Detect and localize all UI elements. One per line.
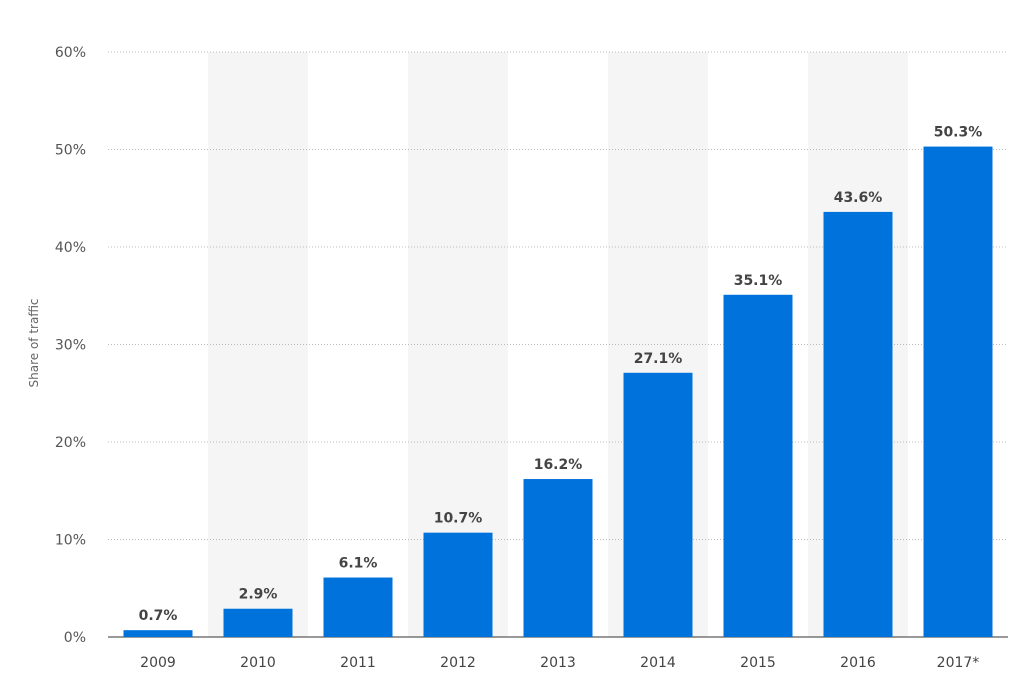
value-label: 0.7%	[139, 608, 178, 624]
bar	[323, 577, 393, 637]
value-label: 27.1%	[634, 351, 683, 367]
bar	[123, 630, 193, 637]
y-tick-label: 10%	[55, 533, 86, 549]
bar	[223, 608, 293, 637]
value-label: 43.6%	[834, 190, 883, 206]
x-tick-label: 2017*	[937, 655, 980, 671]
bar	[423, 532, 493, 637]
bar	[723, 294, 793, 637]
y-tick-label: 40%	[55, 240, 86, 256]
value-label: 2.9%	[239, 587, 278, 603]
x-tick-label: 2009	[140, 655, 176, 671]
y-tick-label: 60%	[55, 45, 86, 61]
y-tick-label: 30%	[55, 338, 86, 354]
bar	[823, 211, 893, 637]
x-tick-label: 2012	[440, 655, 476, 671]
x-tick-labels: 2009 2010 2011 2012 2013 2014 2015 2016 2017*	[140, 655, 979, 671]
x-tick-label: 2013	[540, 655, 576, 671]
value-label: 50.3%	[934, 125, 983, 141]
y-tick-label: 20%	[55, 435, 86, 451]
bars	[123, 146, 993, 637]
x-tick-label: 2010	[240, 655, 276, 671]
y-tick-labels: 0% 10% 20% 30% 40% 50% 60%	[55, 45, 86, 646]
x-tick-label: 2015	[740, 655, 776, 671]
y-tick-label: 0%	[64, 630, 86, 646]
bar	[623, 372, 693, 637]
x-tick-label: 2014	[640, 655, 676, 671]
y-tick-label: 50%	[55, 143, 86, 159]
bar	[523, 479, 593, 637]
x-tick-label: 2016	[840, 655, 876, 671]
value-label: 10.7%	[434, 511, 483, 527]
value-label: 16.2%	[534, 457, 583, 473]
value-label: 35.1%	[734, 273, 783, 289]
y-axis-title: Share of traffic	[27, 298, 41, 387]
bar	[923, 146, 993, 637]
x-tick-label: 2011	[340, 655, 376, 671]
value-label: 6.1%	[339, 556, 378, 572]
value-labels: 0.7% 2.9% 6.1% 10.7% 16.2% 27.1% 35.1% 43.6% 50.…	[139, 125, 983, 625]
